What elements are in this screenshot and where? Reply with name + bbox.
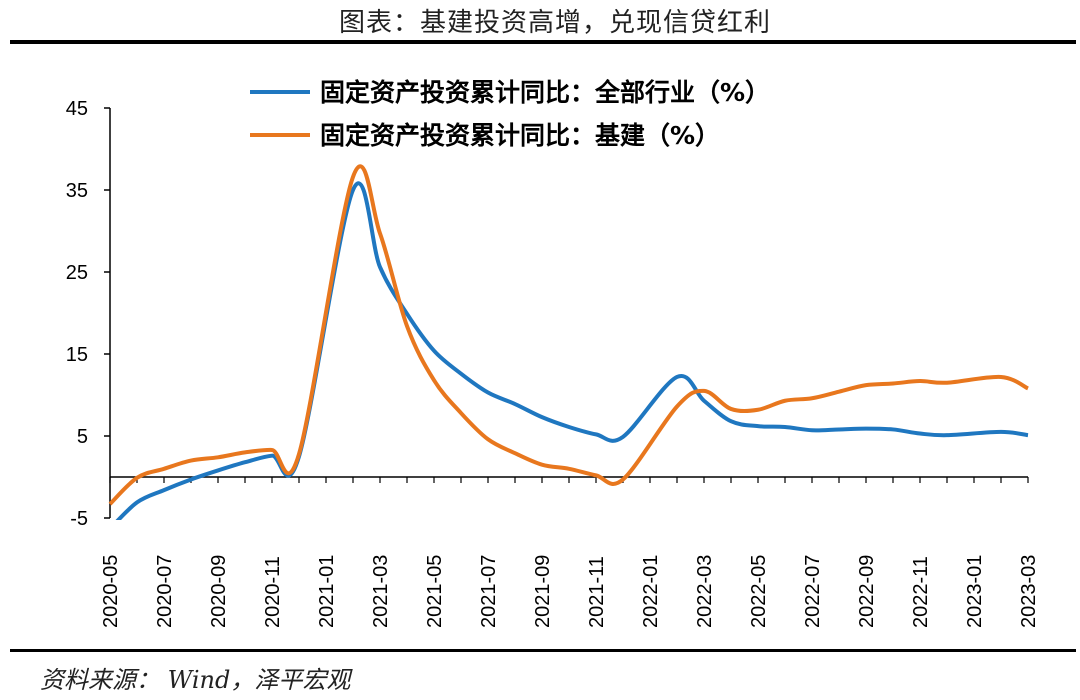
- x-tick-label: 2022-03: [694, 555, 716, 628]
- x-tick-label: 2022-11: [910, 556, 932, 628]
- x-tick-label: 2020-05: [100, 555, 122, 628]
- x-tick-label: 2021-09: [532, 555, 554, 628]
- x-tick-label: 2020-09: [208, 555, 230, 628]
- source-divider: [10, 649, 1076, 652]
- y-tick-label: 15: [66, 344, 88, 366]
- y-tick-label: 25: [66, 262, 88, 284]
- y-tick-label: -5: [70, 508, 88, 530]
- legend-label-1: 固定资产投资累计同比：全部行业（%）: [320, 78, 770, 107]
- x-tick-label: 2022-09: [856, 555, 878, 628]
- x-tick-label: 2022-07: [802, 555, 824, 628]
- legend-label-2: 固定资产投资累计同比：基建（%）: [320, 121, 720, 150]
- x-tick-label: 2022-05: [748, 555, 770, 628]
- x-tick-label: 2021-11: [586, 556, 608, 628]
- source-note: 资料来源： Wind，泽平宏观: [40, 666, 351, 694]
- x-tick-label: 2020-11: [262, 556, 284, 628]
- x-tick-label: 2021-01: [316, 555, 338, 628]
- y-tick-label: 5: [77, 426, 88, 448]
- y-tick-label: 35: [66, 180, 88, 202]
- x-tick-label: 2021-07: [478, 555, 500, 628]
- x-tick-label: 2020-07: [154, 555, 176, 628]
- series-line-2: [108, 164, 1029, 506]
- chart-title: 图表：基建投资高增，兑现信贷红利: [338, 8, 771, 38]
- y-tick-label: 45: [66, 98, 88, 120]
- x-tick-label: 2023-03: [1018, 555, 1040, 628]
- x-tick-label: 2021-03: [370, 555, 392, 628]
- x-tick-label: 2023-01: [964, 555, 986, 628]
- x-tick-label: 2022-01: [640, 555, 662, 628]
- title-divider: [10, 40, 1076, 44]
- series-line-1: [115, 181, 1029, 520]
- x-tick-label: 2021-05: [424, 555, 446, 628]
